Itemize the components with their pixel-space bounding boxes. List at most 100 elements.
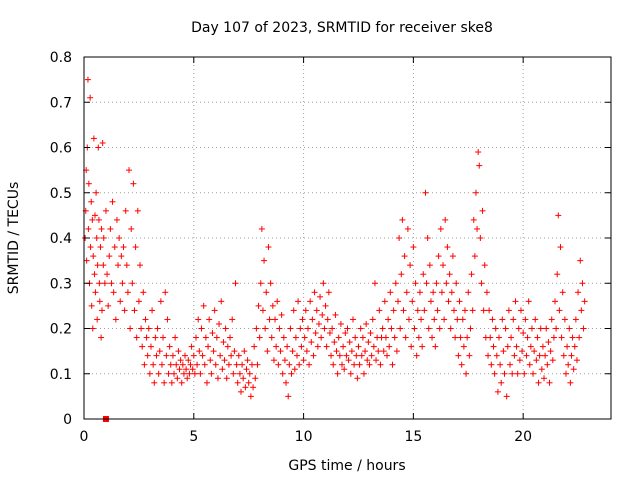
data-point-0-130: [206, 316, 213, 323]
data-point-0-46: [113, 216, 120, 223]
data-point-0-122: [197, 370, 204, 377]
data-point-0-377: [477, 235, 484, 241]
data-point-0-36: [102, 207, 109, 214]
data-point-0-274: [364, 357, 371, 364]
data-point-0-333: [429, 334, 436, 341]
data-point-0-437: [543, 325, 550, 332]
data-point-0-327: [422, 189, 429, 196]
data-point-0-317: [411, 325, 418, 332]
data-point-0-264: [353, 352, 360, 359]
data-point-0-306: [399, 216, 406, 223]
data-point-0-405: [508, 334, 515, 341]
data-point-0-365: [464, 334, 471, 341]
data-point-0-10: [87, 244, 94, 251]
data-point-0-418: [522, 316, 529, 323]
data-point-0-246: [333, 348, 340, 355]
data-point-0-234: [320, 280, 327, 287]
data-point-0-344: [441, 316, 448, 323]
data-point-0-296: [388, 325, 395, 332]
data-point-0-123: [198, 325, 205, 332]
data-point-0-99: [172, 334, 179, 341]
data-point-0-409: [512, 298, 519, 305]
data-point-0-359: [457, 334, 464, 341]
data-point-0-84: [155, 370, 162, 377]
data-point-0-341: [437, 225, 444, 232]
data-point-0-169: [248, 361, 255, 368]
data-point-0-103: [176, 366, 183, 373]
data-point-0-159: [238, 388, 245, 395]
data-point-0-226: [311, 289, 318, 296]
data-point-0-136: [212, 361, 219, 368]
data-point-0-96: [168, 379, 175, 386]
data-point-0-369: [468, 271, 475, 278]
data-point-0-468: [577, 257, 584, 264]
chart-title: Day 107 of 2023, SRMTID for receiver ske…: [191, 20, 493, 36]
data-point-0-106: [179, 361, 186, 368]
data-point-0-203: [286, 361, 293, 368]
data-point-0-193: [275, 361, 282, 368]
data-point-0-27: [96, 298, 103, 305]
data-point-0-131: [207, 357, 214, 364]
data-point-0-34: [100, 235, 107, 241]
data-point-0-94: [166, 343, 173, 350]
data-point-0-383: [483, 289, 490, 296]
data-point-0-132: [208, 370, 215, 377]
data-point-0-77: [147, 343, 154, 350]
data-point-0-154: [232, 280, 239, 287]
data-point-0-187: [268, 334, 275, 341]
data-point-0-62: [131, 307, 138, 314]
data-point-0-412: [515, 325, 522, 332]
data-point-0-380: [480, 307, 487, 314]
data-point-0-268: [357, 325, 364, 332]
data-point-0-340: [436, 325, 443, 332]
data-point-0-370: [469, 307, 476, 314]
data-point-0-368: [467, 325, 474, 332]
data-point-0-98: [171, 370, 178, 377]
data-point-0-44: [111, 244, 118, 251]
data-point-0-52: [120, 244, 127, 251]
data-point-0-451: [558, 334, 565, 341]
data-point-0-173: [253, 325, 260, 332]
data-point-0-155: [233, 361, 240, 368]
data-point-0-236: [322, 302, 329, 309]
data-point-0-194: [276, 325, 283, 332]
data-point-0-55: [123, 262, 130, 269]
data-point-0-230: [315, 320, 322, 327]
data-point-0-445: [552, 298, 559, 305]
data-point-0-331: [426, 262, 433, 269]
data-point-0-242: [329, 325, 336, 332]
data-point-0-435: [541, 375, 548, 382]
data-point-0-417: [521, 370, 528, 377]
data-point-0-38: [105, 302, 112, 309]
data-point-0-167: [246, 370, 253, 377]
x-tick-labels: 0 5 10 15 20: [80, 429, 533, 445]
data-point-0-355: [453, 280, 460, 287]
data-point-0-42: [109, 198, 116, 205]
data-point-0-184: [265, 244, 272, 251]
data-point-0-100: [173, 361, 180, 368]
data-point-0-408: [511, 352, 518, 359]
data-point-0-411: [514, 370, 521, 377]
data-point-0-390: [491, 370, 498, 377]
data-point-0-149: [227, 334, 234, 341]
data-point-0-25: [95, 216, 102, 223]
data-point-0-31: [99, 307, 106, 314]
data-point-0-472: [581, 298, 588, 305]
data-point-0-118: [192, 334, 199, 341]
data-point-0-225: [310, 352, 317, 359]
data-point-0-254: [342, 330, 349, 337]
data-point-0-260: [348, 348, 355, 355]
data-point-0-299: [391, 334, 398, 341]
data-point-0-301: [393, 348, 400, 355]
data-point-0-245: [332, 311, 339, 318]
data-point-0-101: [174, 375, 181, 382]
data-point-0-153: [231, 348, 238, 355]
data-point-0-286: [377, 361, 384, 368]
data-point-0-414: [517, 307, 524, 314]
data-point-0-289: [380, 348, 387, 355]
data-point-0-261: [349, 316, 356, 323]
data-point-0-19: [92, 289, 99, 296]
data-point-0-57: [126, 167, 133, 174]
data-point-0-458: [566, 325, 573, 332]
data-point-0-162: [241, 348, 248, 355]
